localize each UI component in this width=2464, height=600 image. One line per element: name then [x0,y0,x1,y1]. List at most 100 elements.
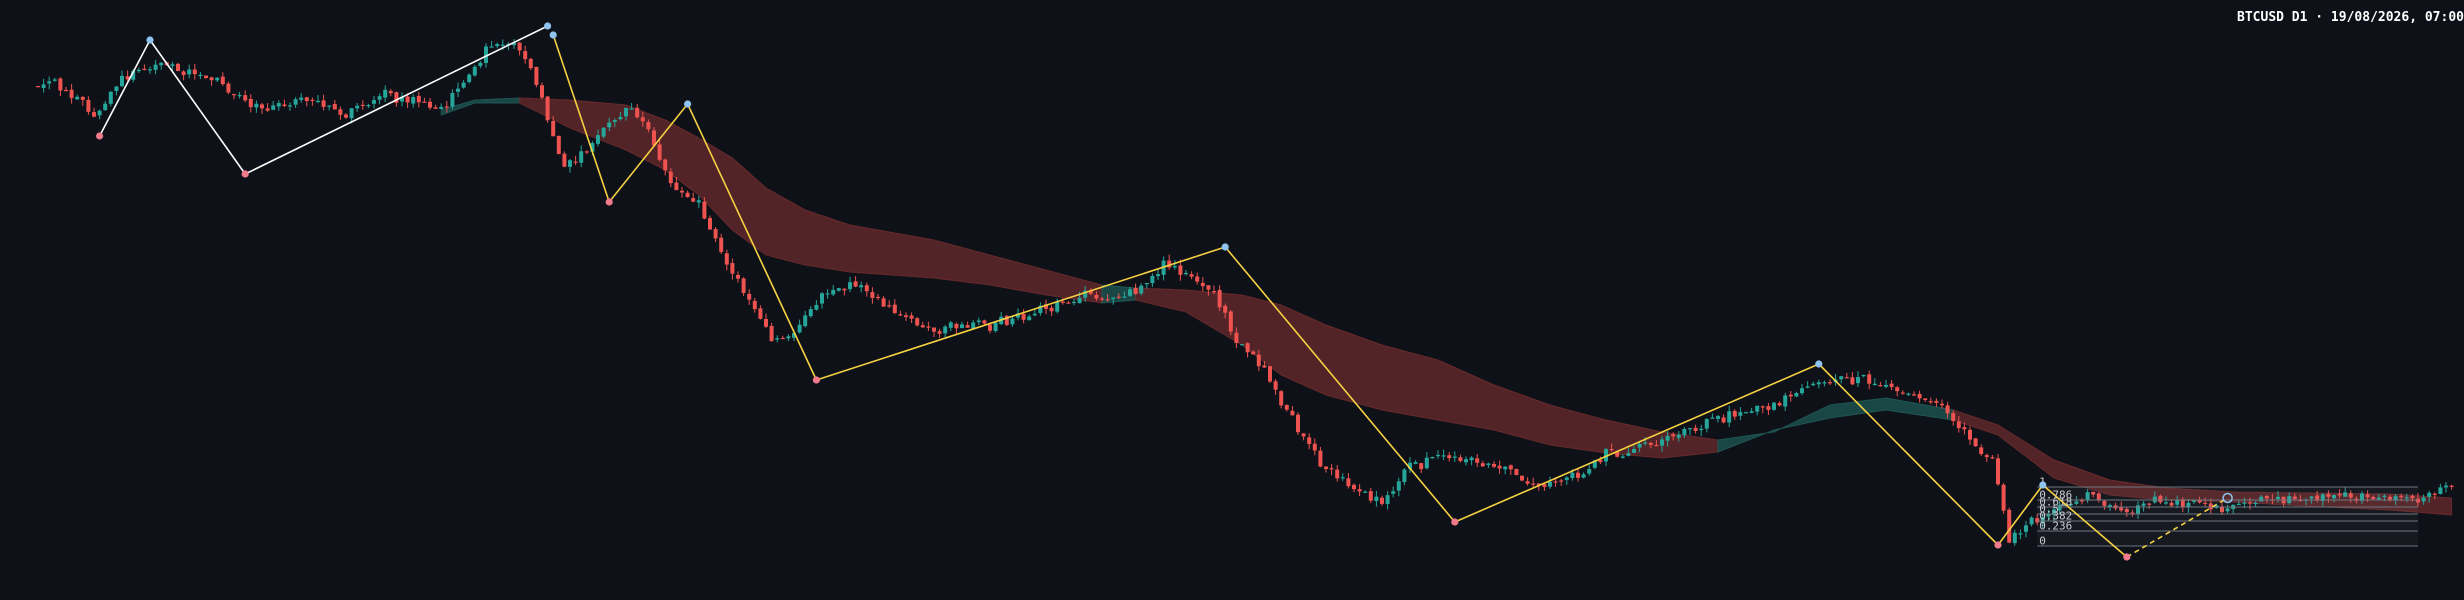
candle-body [993,322,998,332]
candle-body [1228,311,1233,332]
candle-body [629,108,634,110]
candle-body [1906,393,1911,395]
candle-body [831,289,836,295]
candle-body [1430,457,1435,459]
candle-body [47,81,52,84]
candle-body [786,336,791,339]
ichimoku-cloud [440,97,2453,516]
candle-body [1497,465,1502,469]
candle-body [1704,419,1709,429]
candle-body [400,96,404,102]
candle-body [1290,410,1295,416]
candle-body [2259,496,2264,502]
candle-body [724,253,729,265]
candle-body [2236,503,2241,506]
candle-body [1520,475,1524,481]
pivot-low-marker [605,198,613,206]
candle-body [80,96,85,100]
candle-body [680,190,684,193]
candle-body [1273,381,1278,390]
candle-body [232,94,236,96]
candle-body [394,92,399,103]
zigzag-pending-line [2126,497,2229,558]
candle-body [2365,494,2370,498]
candle-body [288,105,292,107]
candle-body [131,71,136,80]
candle-body [719,237,724,252]
candle-body [377,96,382,100]
candle-body [836,288,841,291]
candle-body [1783,395,1788,407]
candle-body [1598,459,1603,463]
fib-level-label: 0.5 [2039,503,2059,516]
candle-body [103,103,108,111]
zigzag-yellow-line [552,34,2128,558]
candle-body [2192,500,2196,502]
candle-body [523,51,528,60]
zigzag-white-line [98,25,548,175]
candle-body [416,95,421,103]
candle-body [1010,318,1015,325]
candle-body [573,161,578,163]
fib-band [2037,514,2418,521]
candle-body [2186,502,2191,508]
candle-body [988,324,992,331]
fib-band [2037,500,2418,507]
candle-body [1436,454,1440,457]
candle-body [1200,282,1205,287]
candle-body [2225,508,2230,512]
candle-body [2208,503,2213,510]
candle-body [528,58,533,69]
fib-level-label: 0 [2039,535,2046,548]
candle-body [1962,427,1967,430]
candle-body [2348,493,2353,498]
candle-body [1296,414,1300,433]
candle-body [1396,481,1401,491]
candle-body [237,94,242,97]
candle-body [2399,495,2404,498]
candle-body [1352,484,1356,490]
candle-body [736,274,740,279]
candle-body [265,108,270,111]
candle-body [1240,344,1244,346]
candle-body [814,304,819,310]
candle-body [1811,383,1816,386]
candle-body [220,76,225,85]
candle-body [758,308,763,319]
candle-body [2052,509,2056,516]
candle-body [439,106,444,109]
candle-body [646,121,651,130]
candle-body [1889,383,1894,388]
candle-body [1441,455,1446,457]
candle-body [971,322,976,329]
candle-body [1464,459,1468,463]
candlesticks [36,39,2454,546]
candle-body [2102,500,2107,506]
candle-body [853,281,858,287]
candle-body [1531,483,1536,485]
candle-body [41,84,46,89]
candle-body [1167,260,1172,268]
candle-body [909,315,914,319]
candle-body [181,71,186,76]
candle-body [702,201,707,219]
candle-body [159,62,164,66]
candle-body [652,130,656,146]
candle-body [86,99,91,112]
candle-body [1996,458,2000,485]
candle-body [2360,493,2364,501]
candle-body [1716,416,1720,419]
candle-body [2035,518,2040,523]
candle-body [276,103,281,107]
candle-body [1884,384,1888,387]
candle-body [892,304,897,313]
candle-body [517,42,522,51]
candle-body [1990,457,1995,459]
candle-body [1626,453,1631,456]
candle-body [1912,394,1916,396]
candle-body [1637,443,1642,448]
candle-body [1486,463,1491,465]
candle-body [1100,298,1104,300]
